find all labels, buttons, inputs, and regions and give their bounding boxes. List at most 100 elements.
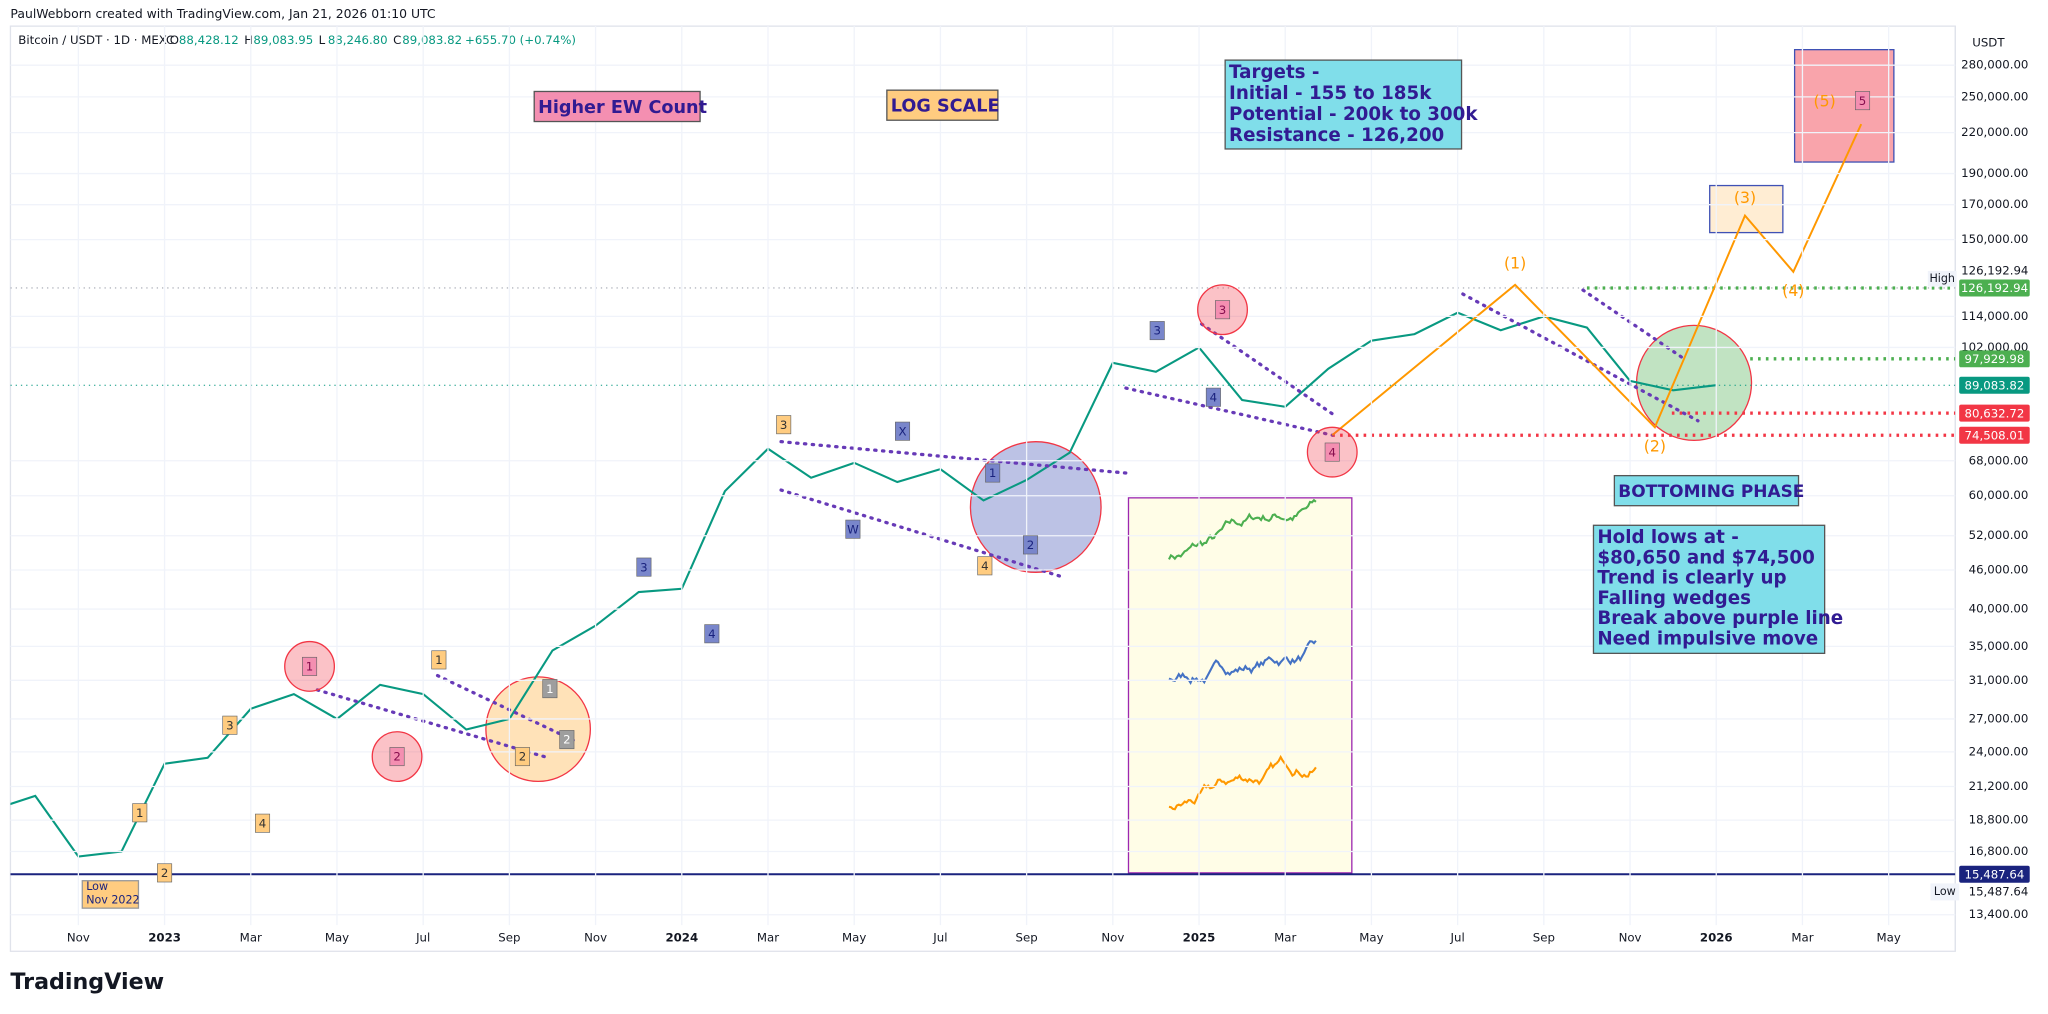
x-tick-label: May	[842, 931, 866, 945]
wave-tag	[389, 747, 405, 767]
low-value: 15,487.64	[1969, 884, 2029, 898]
bottoming: BOTTOMING PHASE	[1618, 482, 1804, 502]
inset-decoration	[1168, 498, 1317, 561]
y-tick-label: 27,000.00	[1969, 711, 2029, 725]
high-value: 126,192.94	[1961, 263, 2028, 277]
highlight-box	[1127, 497, 1353, 874]
price-badge	[1959, 404, 2030, 422]
price-badge-label: 126,192.94	[1961, 281, 2028, 295]
x-tick-label: Nov	[1619, 931, 1642, 945]
hold-lows-box	[1592, 524, 1826, 655]
wave-label: 5	[1859, 94, 1866, 108]
target-box	[1793, 49, 1895, 163]
wave-tag	[1149, 321, 1165, 341]
wave-label: 1	[546, 682, 553, 696]
wave-circle	[969, 441, 1102, 573]
y-tick-label: 114,000.00	[1961, 309, 2028, 323]
ohlc-key: C	[393, 33, 401, 47]
price-badge	[1959, 865, 2030, 883]
ohlc-key: O	[170, 33, 179, 47]
hold-lows: Need impulsive move	[1597, 628, 1818, 649]
x-tick-label: 2023	[148, 931, 181, 945]
wave-tag	[222, 715, 238, 735]
y-tick-label: 16,800.00	[1969, 844, 2029, 858]
wave-tag	[514, 747, 530, 767]
y-tick-label: 220,000.00	[1961, 125, 2028, 139]
x-tick-label: Mar	[240, 931, 262, 945]
price-badge	[1959, 426, 2030, 444]
ew-count: Higher EW Count	[538, 98, 707, 118]
wave-circle	[485, 676, 592, 783]
y-tick-label: 46,000.00	[1969, 563, 2029, 577]
x-tick-label: Nov	[67, 931, 90, 945]
wave-label: X	[899, 424, 907, 438]
y-tick-label: 52,000.00	[1969, 528, 2029, 542]
wave-label: 2	[161, 866, 168, 880]
wave-projection	[1331, 123, 1863, 436]
wave-label: 1	[989, 466, 996, 480]
wave-label: 3	[640, 560, 647, 574]
x-tick-label: Jul	[415, 931, 430, 945]
targets: Resistance - 126,200	[1229, 125, 1444, 146]
wave-tag	[985, 463, 1001, 483]
y-tick-label: 40,000.00	[1969, 602, 2029, 616]
wave-label: 4	[259, 816, 266, 830]
wave-tag	[132, 803, 148, 823]
wave-label: 3	[226, 718, 233, 732]
wave-label: (4)	[1782, 281, 1804, 300]
wave-tag	[1855, 91, 1871, 111]
wave-tag	[255, 813, 271, 833]
x-tick-label: May	[1359, 931, 1383, 945]
x-tick-label: May	[325, 931, 349, 945]
wave-label: 4	[1329, 445, 1336, 459]
wave-tag	[1205, 387, 1221, 407]
x-tick-label: Sep	[1016, 931, 1038, 945]
wave-label: W	[847, 522, 859, 536]
ohlc-key: H	[244, 33, 253, 47]
wave-tag	[845, 519, 861, 539]
x-tick-label: Mar	[1791, 931, 1813, 945]
price-change: +655.70 (+0.74%)	[465, 33, 576, 47]
wave-label: 3	[1219, 303, 1226, 317]
wave-label: (3)	[1734, 188, 1756, 207]
price-badge-label: 80,632.72	[1965, 406, 2025, 420]
wave-tag	[157, 863, 173, 883]
trend-line	[1199, 322, 1337, 418]
targets: Targets -	[1229, 62, 1319, 83]
wave-tag	[302, 656, 318, 676]
price-badge-label: 15,487.64	[1965, 867, 2025, 881]
wave-label: 3	[1153, 324, 1160, 338]
x-tick-label: Mar	[1274, 931, 1296, 945]
wave-tag	[776, 415, 792, 435]
wave-label: 4	[1210, 390, 1217, 404]
wave-tag	[704, 624, 720, 644]
high-name: High	[1929, 272, 1954, 285]
low-note: Nov 2022	[86, 893, 139, 906]
target-box	[1709, 184, 1784, 234]
wave-label: (1)	[1504, 253, 1526, 272]
y-tick-label: 68,000.00	[1969, 453, 2029, 467]
trend-line	[779, 488, 1067, 580]
trend-line	[435, 673, 577, 743]
low-note-box	[81, 880, 140, 909]
hold-lows: Falling wedges	[1597, 588, 1751, 609]
x-tick-label: Sep	[1533, 931, 1555, 945]
wave-tag	[1324, 442, 1340, 462]
wave-label: 2	[519, 750, 526, 764]
wave-label: (5)	[1814, 91, 1836, 110]
y-tick-label: 21,200.00	[1969, 779, 2029, 793]
trend-line	[315, 688, 551, 760]
x-tick-label: May	[1877, 931, 1901, 945]
symbol-title: Bitcoin / USDT · 1D · MEXC	[18, 33, 174, 47]
y-tick-label: 250,000.00	[1961, 89, 2028, 103]
wave-label: 2	[393, 750, 400, 764]
x-tick-label: Sep	[498, 931, 520, 945]
wave-tag	[977, 556, 993, 576]
price-badge	[1959, 279, 2030, 297]
x-tick-label: Mar	[757, 931, 779, 945]
wave-label: 1	[136, 806, 143, 820]
y-tick-label: 170,000.00	[1961, 197, 2028, 211]
trend-line	[779, 440, 1128, 475]
